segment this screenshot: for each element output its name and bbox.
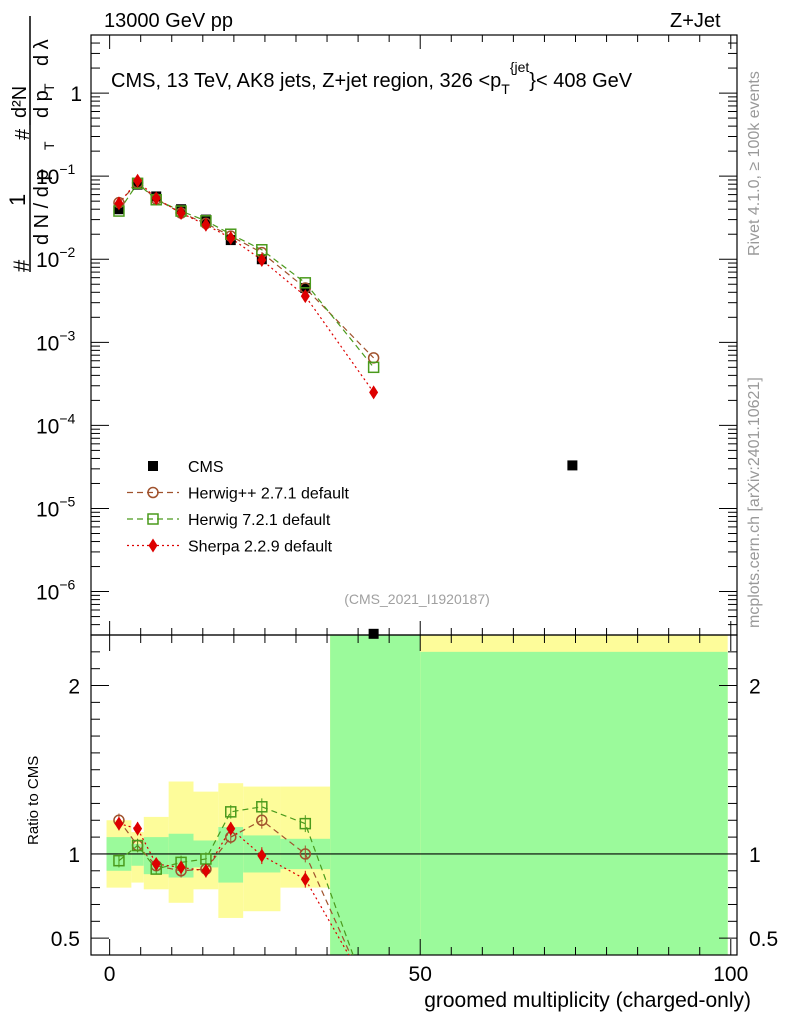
- ratio-xtick-label-1: 50: [409, 963, 432, 986]
- sherpa-point-0: [114, 196, 124, 211]
- legend-label-cms: CMS: [188, 459, 224, 476]
- main-ytick-label-6: 10−6: [36, 577, 76, 605]
- legend-marker-cms: [148, 461, 158, 471]
- header-left: 13000 GeV pp: [104, 10, 233, 32]
- herwig7-ratio-point-7: [299, 817, 312, 830]
- legend-label-sherpa: Sherpa 2.2.9 default: [188, 539, 333, 556]
- sherpa-point-4: [201, 217, 211, 232]
- ratio-xtick-label-0: 0: [104, 963, 116, 986]
- ratio-xtick-label-2: 100: [713, 963, 748, 986]
- herwigpp-ratio-line: [118, 819, 352, 956]
- svg-text:#: #: [9, 259, 34, 272]
- main-axes: 1 10−1 10−2 10−3 10−4 10−5 10−6: [36, 34, 738, 636]
- sherpa-ratio-point-4: [201, 863, 211, 878]
- sherpa-point-6: [257, 252, 267, 267]
- svg-text:d²N: d²N: [9, 86, 31, 118]
- cms-point-8: [368, 628, 379, 639]
- sherpa-point-2: [151, 191, 161, 206]
- header-right: Z+Jet: [670, 10, 721, 32]
- sherpa-point-8: [369, 385, 379, 400]
- herwig7-ratio-point-5: [225, 806, 237, 818]
- sherpa-ratio-point-1: [133, 821, 143, 836]
- ratio-ytick-label-right-0: 0.5: [749, 928, 778, 951]
- band-green-8: [330, 635, 421, 955]
- herwig7-point-7: [299, 277, 312, 289]
- svg-text:T: T: [41, 141, 57, 150]
- main-ytick-label-1: 10−1: [36, 161, 76, 189]
- y-axis-label-ratio: Ratio to CMS: [25, 756, 42, 845]
- svg-text:d p: d p: [31, 90, 53, 118]
- svg-text:1: 1: [5, 194, 30, 206]
- sherpa-ratio-point-3: [176, 860, 186, 875]
- main-ytick-label-4: 10−4: [36, 410, 76, 438]
- herwig7-point-8: [367, 361, 380, 374]
- ratio-ytick-label-right-2: 2: [749, 676, 761, 699]
- sherpa-ratio-point-6: [257, 848, 267, 863]
- ratio-ytick-label-right-1: 1: [749, 844, 761, 867]
- svg-text:d λ: d λ: [31, 39, 53, 66]
- ratio-ytick-label-left-0: 0.5: [51, 928, 80, 951]
- ratio-frame: [90, 634, 738, 956]
- main-ytick-label-5: 10−5: [36, 493, 76, 521]
- svg-text:#: #: [12, 128, 34, 140]
- main-marks: [113, 173, 578, 639]
- main-ytick-label-3: 10−3: [36, 327, 76, 355]
- legend-label-herwig7: Herwig 7.2.1 default: [188, 512, 331, 529]
- cms-point-9: [567, 460, 578, 471]
- sherpa-main-line: [118, 179, 375, 393]
- sherpa-ratio-point-7: [300, 872, 310, 887]
- ratio-bands: [106, 635, 728, 955]
- sherpa-point-1: [133, 173, 143, 188]
- ratio-ytick-label-left-1: 1: [68, 844, 80, 867]
- svg-text:d N / d p: d N / d p: [31, 169, 53, 245]
- main-ytick-label-2: 10−2: [36, 244, 76, 272]
- sherpa-point-3: [176, 206, 186, 221]
- herwig7-main-line: [118, 182, 375, 368]
- herwig7-ratio-point-0: [113, 854, 125, 867]
- herwigpp-main-line: [118, 182, 375, 359]
- legend-marker-herwig7: [147, 513, 159, 525]
- sherpa-ratio-point-5: [226, 821, 236, 836]
- herwig7-ratio-point-6: [256, 801, 268, 813]
- x-axis-label: groomed multiplicity (charged-only): [424, 989, 751, 1012]
- band-green-9: [420, 651, 728, 955]
- ratio-ytick-label-left-2: 2: [68, 676, 80, 699]
- legend-label-herwigpp: Herwig++ 2.7.1 default: [188, 486, 350, 503]
- sherpa-ratio-point-0: [114, 816, 124, 831]
- main-title: CMS, 13 TeV, AK8 jets, Z+jet region, 326…: [111, 59, 633, 97]
- sherpa-point-5: [226, 231, 236, 246]
- ratio-marks: [113, 798, 354, 956]
- legend: CMS Herwig++ 2.7.1 default Herwig 7.2.1 de…: [127, 459, 350, 556]
- herwigpp-ratio-point-6: [256, 814, 268, 827]
- sherpa-ratio-point-2: [151, 857, 161, 872]
- legend-marker-herwigpp: [147, 486, 159, 499]
- watermark: (CMS_2021_I1920187): [344, 591, 490, 607]
- sherpa-point-7: [300, 289, 310, 304]
- herwig7-ratio-point-1: [131, 839, 144, 852]
- main-ytick-label-0: 1: [70, 83, 82, 106]
- herwigpp-ratio-point-7: [299, 848, 312, 860]
- svg-text:T: T: [41, 83, 57, 92]
- legend-marker-sherpa: [148, 538, 158, 553]
- y-axis-label-main: # 1 d N / d p T # d p T d²N d λ: [5, 16, 57, 272]
